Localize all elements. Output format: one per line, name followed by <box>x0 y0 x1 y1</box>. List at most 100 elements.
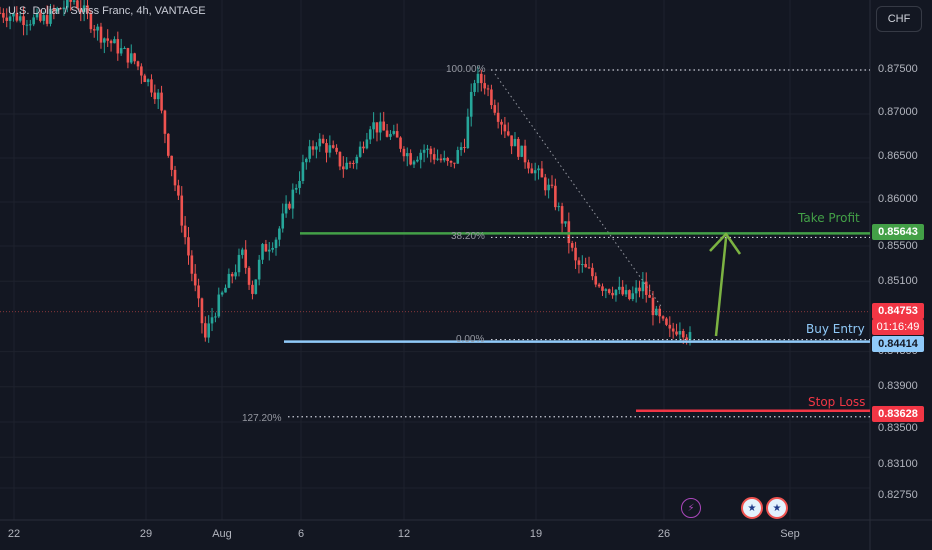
candle-body <box>412 161 416 165</box>
candle-body <box>604 289 608 291</box>
candle-body <box>362 146 365 149</box>
candle-body <box>129 53 133 63</box>
candle-body <box>62 7 66 10</box>
candle-body <box>409 153 412 165</box>
candle-body <box>284 203 288 214</box>
candle-body <box>668 324 672 329</box>
candle-body <box>143 75 147 83</box>
candle-body <box>126 48 130 63</box>
candle-body <box>574 247 577 261</box>
candle-body <box>379 121 382 133</box>
candle-body <box>688 332 692 341</box>
candle-body <box>648 294 651 298</box>
candle-body <box>634 287 638 294</box>
candle-body <box>365 139 369 149</box>
candle-body <box>476 73 480 84</box>
candle-body <box>601 286 604 291</box>
candle-body <box>278 228 281 240</box>
candle-body <box>12 13 15 17</box>
candle-body <box>533 170 537 174</box>
candle-body <box>331 145 335 148</box>
candle-body <box>193 273 197 286</box>
candle-body <box>644 281 648 295</box>
candle-body <box>342 166 345 170</box>
candle-body <box>530 168 534 174</box>
candle-body <box>207 323 210 338</box>
candle-body <box>153 92 157 100</box>
candle-body <box>368 129 372 140</box>
candle-body <box>459 147 463 151</box>
candle-body <box>328 145 332 153</box>
candle-body <box>466 116 470 149</box>
candle-body <box>348 162 352 164</box>
candle-body <box>355 156 359 164</box>
candle-body <box>416 159 419 162</box>
candle-body <box>32 17 35 25</box>
candle-body <box>311 146 315 150</box>
candle-body <box>453 162 456 164</box>
candle-body <box>432 154 436 160</box>
candle-body <box>291 189 295 209</box>
candle-body <box>469 91 473 117</box>
candle-body <box>35 13 39 18</box>
candle-body <box>543 177 547 191</box>
candle-body <box>140 66 143 76</box>
us-flag-icon[interactable]: ★ <box>741 497 763 519</box>
candle-body <box>49 8 52 24</box>
candle-body <box>150 79 153 93</box>
candle-body <box>160 92 163 111</box>
candle-body <box>133 53 136 62</box>
candle-body <box>570 243 574 248</box>
candle-body <box>89 13 93 30</box>
candle-body <box>92 29 96 31</box>
currency-button[interactable]: CHF <box>876 6 922 32</box>
candle-body <box>8 16 12 21</box>
price-tick: 0.83100 <box>878 458 918 470</box>
candle-body <box>214 316 217 318</box>
candle-body <box>594 276 598 285</box>
candle-body <box>224 287 227 293</box>
candle-body <box>251 284 254 294</box>
candle-body <box>587 267 591 269</box>
candle-body <box>220 292 224 295</box>
candle-body <box>18 16 22 21</box>
candle-body <box>82 5 86 13</box>
candle-body <box>527 162 530 169</box>
candle-body <box>658 308 662 317</box>
candle-body <box>506 131 510 136</box>
candle-body <box>631 293 635 300</box>
candle-body <box>564 221 567 224</box>
candle-body <box>405 153 409 157</box>
price-tick: 0.87500 <box>878 63 918 75</box>
us-flag-icon[interactable]: ★ <box>766 497 788 519</box>
candle-body <box>503 124 507 132</box>
price-tick: 0.83900 <box>878 380 918 392</box>
candle-body <box>315 146 318 150</box>
price-tick: 0.85500 <box>878 240 918 252</box>
candle-body <box>59 8 62 10</box>
take-profit-label: Take Profit <box>798 211 860 225</box>
candle-body <box>352 162 355 164</box>
candle-body <box>618 286 621 290</box>
candle-body <box>180 195 184 226</box>
candle-body <box>372 122 375 130</box>
price-tick: 0.86000 <box>878 193 918 205</box>
candle-body <box>335 147 338 152</box>
candle-body <box>439 158 443 161</box>
candle-body <box>237 254 241 273</box>
candle-body <box>493 105 497 113</box>
candle-body <box>197 285 200 299</box>
candle-body <box>79 8 83 13</box>
candle-body <box>5 17 9 21</box>
candle-body <box>591 267 594 277</box>
candle-body <box>183 225 187 238</box>
date-tick: 12 <box>397 528 411 540</box>
candle-body <box>204 323 207 338</box>
candle-body <box>540 168 544 178</box>
candle-body <box>537 168 540 171</box>
candle-body <box>170 155 173 170</box>
date-tick: 22 <box>7 528 21 540</box>
lightning-icon[interactable]: ⚡ <box>681 498 701 518</box>
candle-body <box>217 294 221 317</box>
